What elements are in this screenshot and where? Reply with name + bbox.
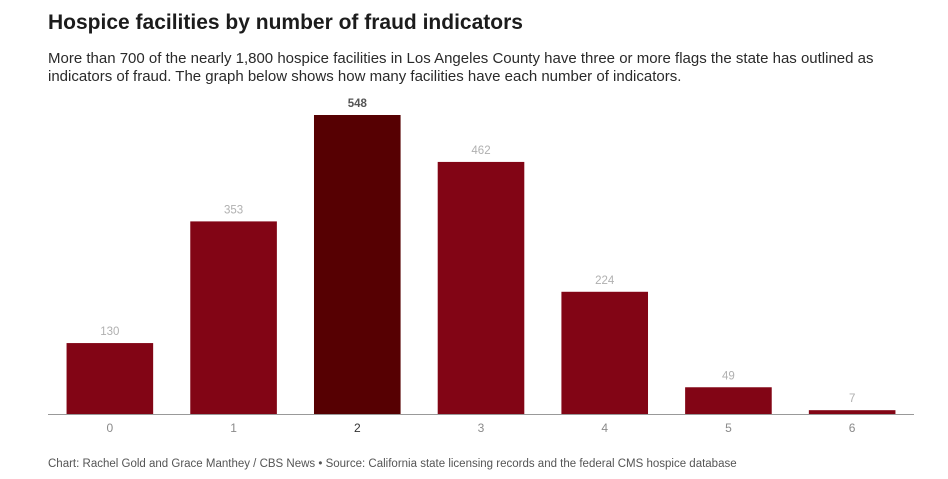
value-label-5: 49 — [722, 370, 735, 382]
value-label-2: 548 — [348, 98, 368, 110]
x-tick-labels-group: 0 1 2 3 4 5 6 — [107, 421, 856, 435]
bar-0 — [66, 343, 154, 414]
value-label-1: 353 — [224, 204, 243, 216]
bars-group — [66, 115, 896, 414]
value-label-6: 7 — [849, 393, 855, 405]
x-tick-label-1: 1 — [230, 421, 237, 435]
x-tick-label-3: 3 — [478, 421, 485, 435]
value-label-3: 462 — [471, 145, 490, 157]
value-label-4: 224 — [595, 275, 615, 287]
x-tick-label-4: 4 — [601, 421, 608, 435]
bar-6 — [808, 410, 896, 414]
x-tick-label-0: 0 — [107, 421, 114, 435]
value-label-0: 130 — [100, 326, 119, 338]
x-tick-label-6: 6 — [849, 421, 856, 435]
chart-title: Hospice facilities by number of fraud in… — [48, 11, 523, 34]
bar-4 — [561, 291, 649, 414]
bar-1 — [190, 221, 277, 414]
chart-source: Chart: Rachel Gold and Grace Manthey / C… — [48, 458, 737, 470]
bar-3 — [437, 161, 525, 414]
bar-chart: 130 353 548 462 224 49 7 0 1 2 3 4 5 6 — [48, 98, 914, 435]
x-tick-label-5: 5 — [725, 421, 732, 435]
x-tick-label-2: 2 — [354, 421, 361, 435]
bar-5 — [685, 387, 772, 414]
value-labels-group: 130 353 548 462 224 49 7 — [100, 98, 855, 405]
bar-2 — [313, 115, 401, 414]
chart-subtitle: More than 700 of the nearly 1,800 hospic… — [48, 50, 874, 85]
